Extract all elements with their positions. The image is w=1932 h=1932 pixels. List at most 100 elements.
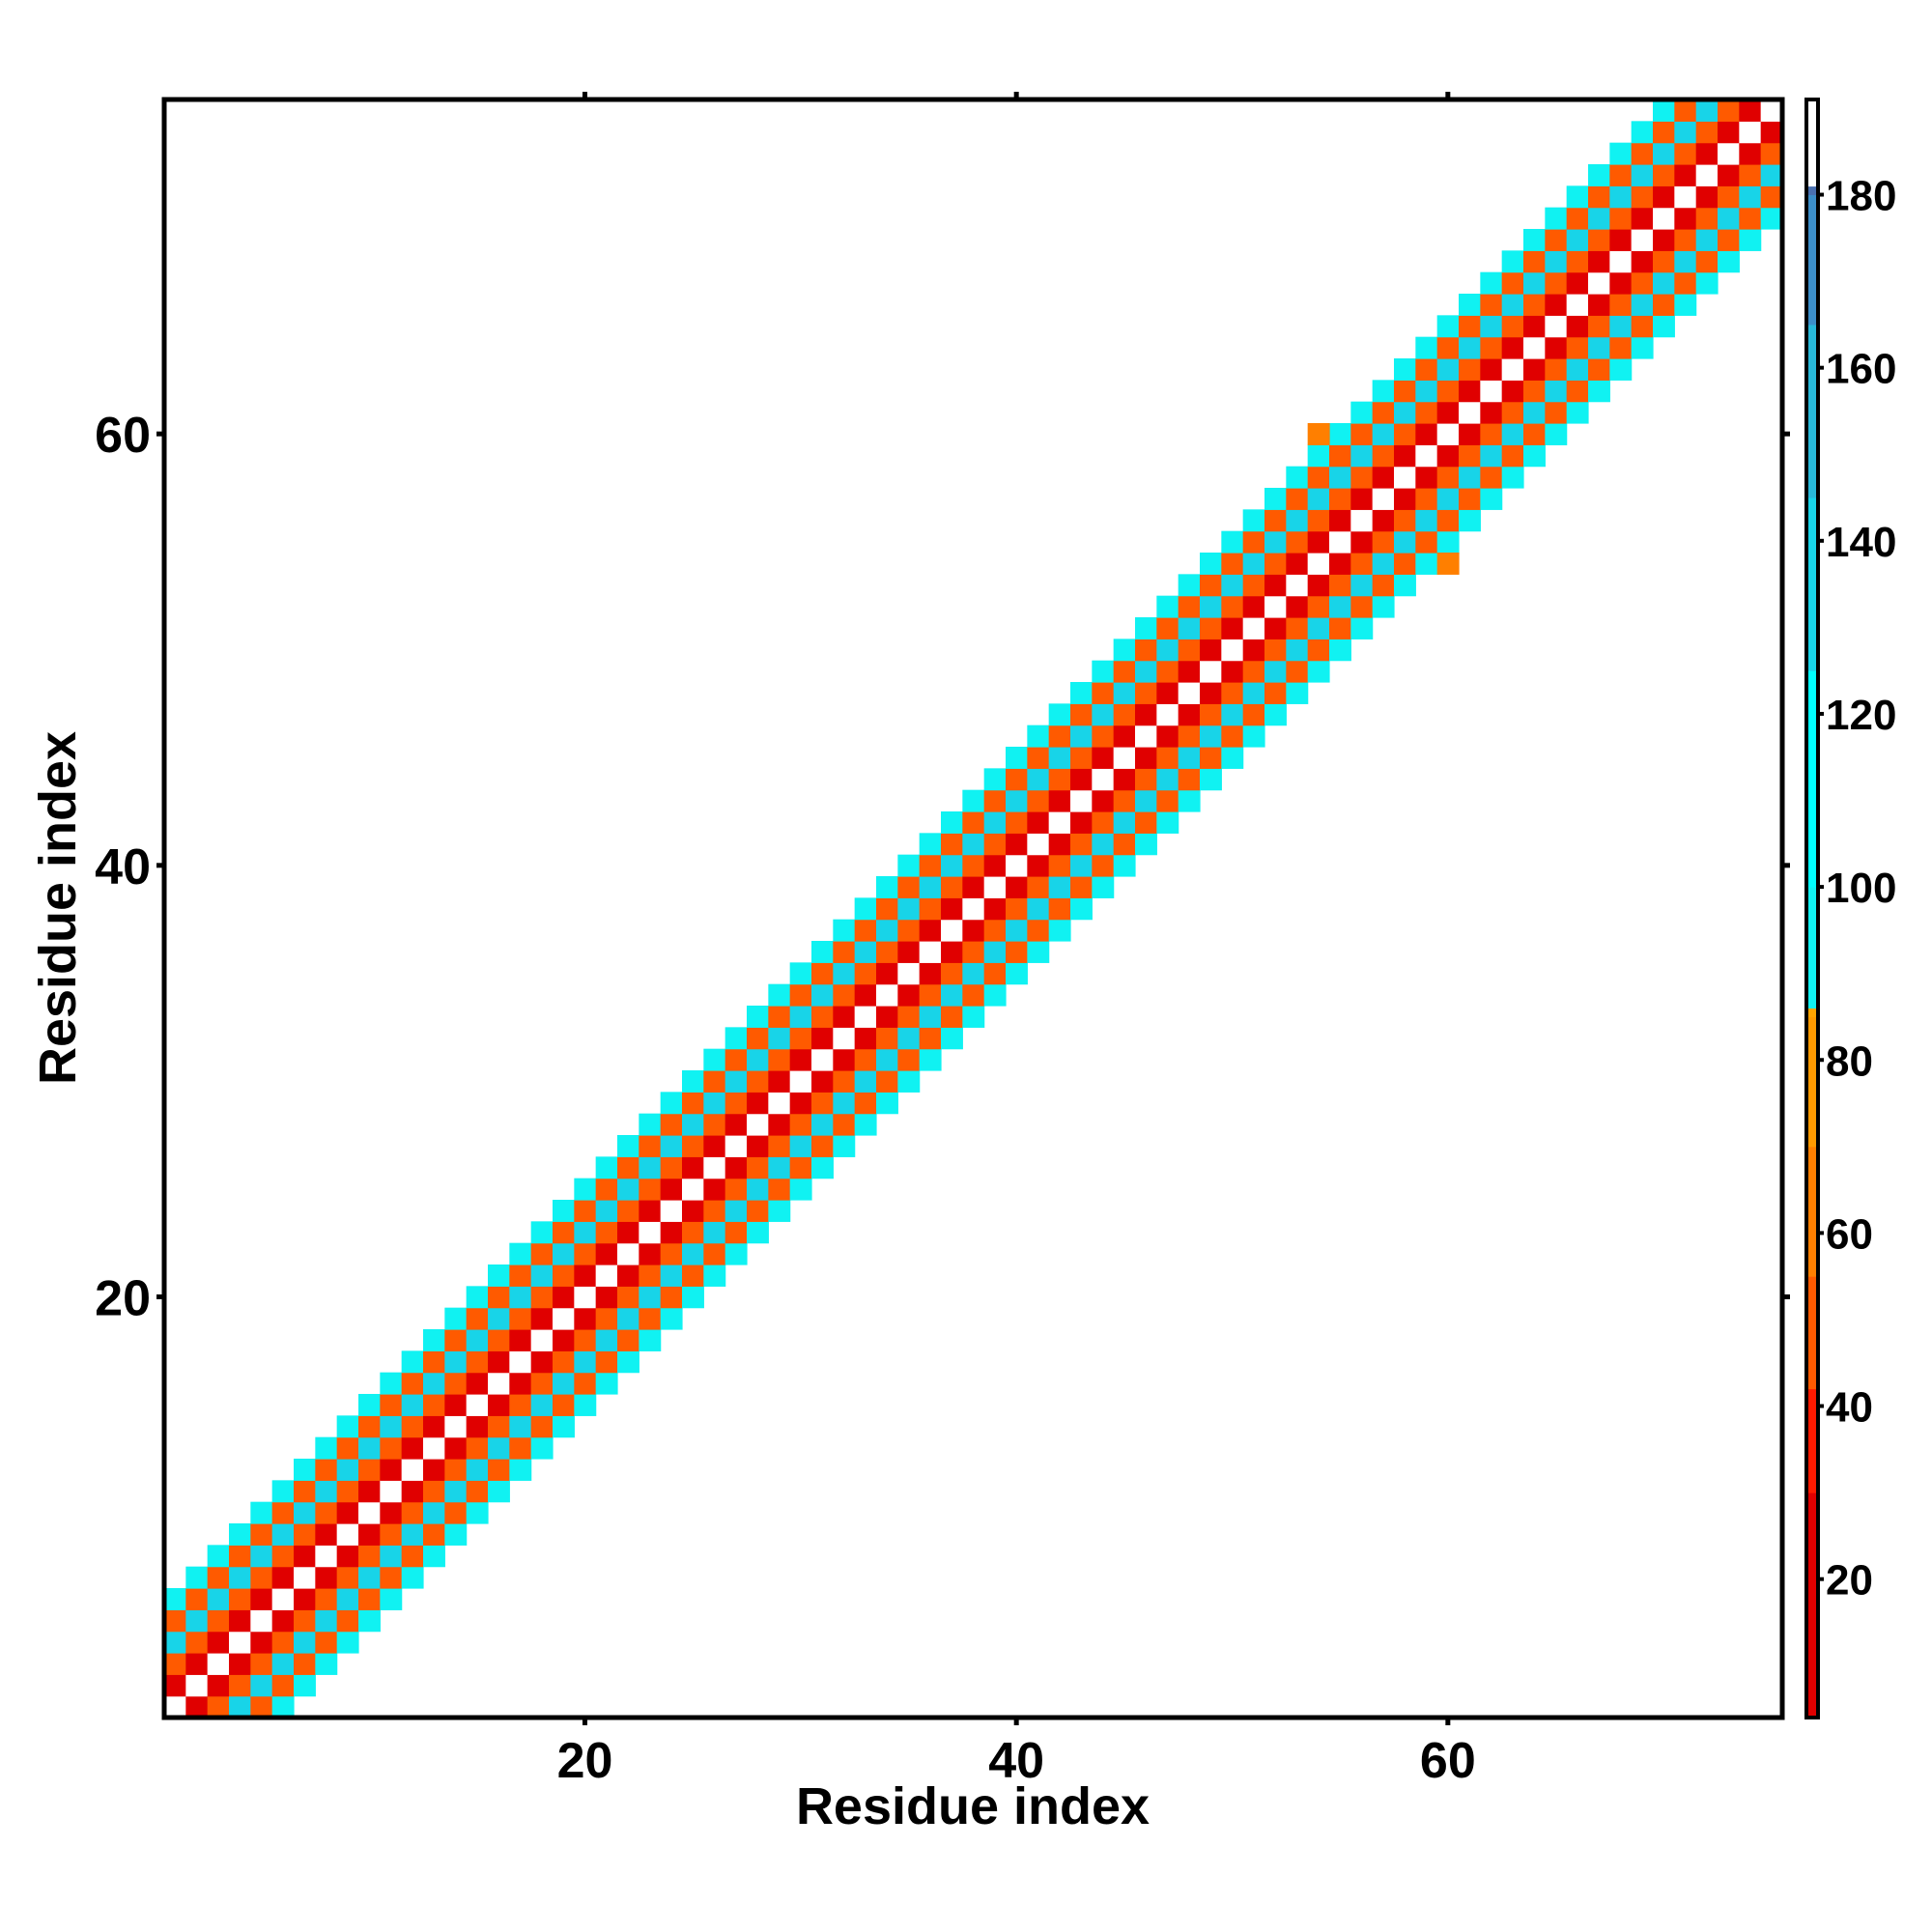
heatmap-cell [811,1027,834,1050]
heatmap-cell [1264,595,1287,618]
heatmap-cell [466,1307,489,1330]
heatmap-cell [358,1480,381,1503]
heatmap-cell [553,1221,575,1244]
heatmap-cell [1609,271,1633,295]
colorbar-segment [1806,185,1818,196]
heatmap-cell [1113,854,1136,877]
heatmap-cell [876,1027,898,1050]
heatmap-cell [1006,768,1028,791]
heatmap-cell [747,1070,769,1093]
heatmap-cell [876,941,898,963]
heatmap-cell [1523,229,1546,251]
heatmap-cell [941,811,963,834]
heatmap-cell [1006,919,1028,942]
heatmap-cell [724,1070,748,1093]
heatmap-cell [1329,530,1351,554]
heatmap-cell [553,1372,575,1395]
heatmap-cell [1631,164,1654,186]
heatmap-cell [1631,336,1654,359]
heatmap-cell [380,1545,403,1568]
heatmap-cell [1006,789,1028,812]
heatmap-cell [207,1631,230,1654]
heatmap-cell [1156,682,1179,704]
heatmap-cell [1674,294,1697,316]
heatmap-cell-offdiagonal [1307,423,1330,445]
heatmap-cell [1286,682,1309,704]
heatmap-cell [1048,703,1071,726]
heatmap-cell [660,1286,683,1309]
heatmap-cell [553,1394,575,1416]
heatmap-cell [1307,574,1330,597]
heatmap-cell [271,1653,295,1675]
heatmap-cell [574,1329,597,1351]
heatmap-cell [1459,509,1481,532]
heatmap-cell [1394,401,1416,424]
heatmap-cells [164,99,1783,1719]
heatmap-cell [1113,833,1136,856]
heatmap-cell [811,1135,834,1157]
heatmap-cell [1027,789,1050,812]
heatmap-cell [1156,768,1179,791]
heatmap-cell [574,1350,597,1374]
heatmap-cell [444,1307,468,1330]
heatmap-cell [1718,185,1740,209]
heatmap-cell [1523,294,1546,316]
heatmap-cell [1415,401,1438,424]
heatmap-cell [1566,207,1589,230]
heatmap-cell [466,1436,489,1460]
heatmap-cell [1329,466,1351,489]
heatmap-cell [983,897,1007,921]
heatmap-cell [724,1113,748,1136]
heatmap-cell [919,983,942,1007]
heatmap-cell [919,962,942,985]
heatmap-cell [811,983,834,1007]
heatmap-cell [315,1631,338,1654]
heatmap-cell [1653,207,1675,230]
heatmap-cell [1480,315,1503,338]
heatmap-cell [1459,380,1481,403]
heatmap-cell [1523,380,1546,403]
heatmap-cell [1480,466,1503,489]
heatmap-cell [250,1674,273,1697]
heatmap-cell [1718,207,1740,230]
heatmap-cell [164,1653,186,1675]
heatmap-cell [1739,229,1762,251]
heatmap-cell [1048,811,1071,834]
colorbar-segment [1806,887,1818,1009]
heatmap-cell [250,1588,273,1610]
heatmap-cell [1027,747,1050,769]
heatmap-cell [509,1394,532,1416]
heatmap-cell [336,1588,359,1610]
heatmap-cell [1178,639,1201,662]
heatmap-cell [1048,768,1071,791]
heatmap-cell [897,876,921,898]
heatmap-cell [1523,358,1546,381]
heatmap-cell [358,1501,381,1524]
heatmap-cell [1718,229,1740,251]
heatmap-cell [1027,811,1050,834]
heatmap-cell [1394,423,1416,445]
heatmap-cell [639,1178,662,1201]
heatmap-cell [1566,315,1589,338]
heatmap-cell [1092,703,1115,726]
heatmap-cell [876,1048,898,1071]
heatmap-cell [423,1329,445,1351]
heatmap-cell [1674,99,1697,122]
heatmap-cell [185,1674,209,1697]
heatmap-cell [639,1242,662,1265]
heatmap-cell [1480,358,1503,381]
heatmap-cell [466,1394,489,1416]
heatmap-cell [1307,553,1330,575]
heatmap-cell [639,1135,662,1157]
heatmap-cell [1092,811,1115,834]
heatmap-cell [444,1459,468,1481]
heatmap-cell [1588,185,1610,209]
heatmap-cell [897,1006,921,1028]
heatmap-cell [315,1588,338,1610]
heatmap-cell [1695,207,1719,230]
heatmap-cell [1006,747,1028,769]
heatmap-cell [530,1221,554,1244]
heatmap-cell [530,1415,554,1438]
heatmap-cell [358,1588,381,1610]
heatmap-cell [1135,768,1157,791]
